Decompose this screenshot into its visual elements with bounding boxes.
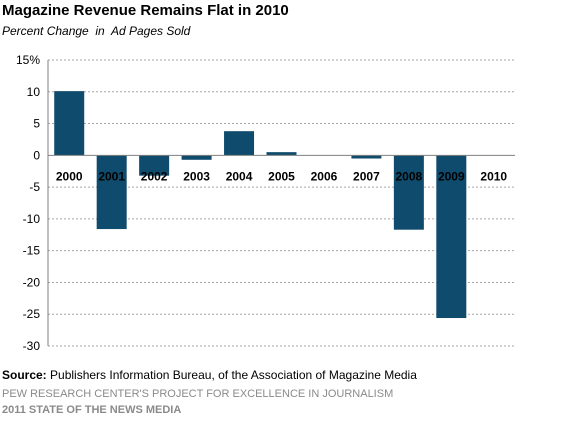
y-tick-label: 15% <box>16 53 40 67</box>
bar-2009 <box>436 155 467 319</box>
x-tick-label: 2010 <box>480 169 507 183</box>
x-tick-label: 2005 <box>268 169 295 183</box>
y-tick-label: -10 <box>23 212 41 226</box>
source-text: Publishers Information Bureau, of the As… <box>46 368 417 382</box>
source-label: Source: <box>2 368 47 382</box>
bar-2002 <box>139 155 170 176</box>
y-tick-label: -15 <box>23 244 41 258</box>
org-credit: PEW RESEARCH CENTER'S PROJECT FOR EXCELL… <box>2 388 394 400</box>
y-tick-label: 5 <box>33 117 40 131</box>
x-tick-label: 2008 <box>396 169 423 183</box>
axes <box>47 60 515 346</box>
x-tick-label: 2001 <box>98 169 125 183</box>
bar-2000 <box>54 91 85 156</box>
bar-2007 <box>351 155 382 159</box>
chart-title: Magazine Revenue Remains Flat in 2010 <box>2 2 289 19</box>
chart-subtitle: Percent Change in Ad Pages Sold <box>2 24 191 38</box>
bar-2003 <box>181 155 212 160</box>
y-tick-label: 10 <box>27 85 41 99</box>
y-tick-label: -20 <box>23 275 41 289</box>
bars <box>54 91 467 319</box>
y-tick-label: -5 <box>29 180 40 194</box>
bar-2004 <box>224 131 255 156</box>
x-tick-label: 2003 <box>183 169 210 183</box>
x-tick-label: 2004 <box>226 169 253 183</box>
x-tick-label: 2002 <box>141 169 168 183</box>
bar-chart: -30 -25 -20 -15 -10 -5 0 5 10 15% 2000 2001 2002 2003… <box>16 53 515 353</box>
x-tick-label: 2000 <box>56 169 83 183</box>
y-tick-label: -30 <box>23 339 41 353</box>
x-tick-label: 2007 <box>353 169 380 183</box>
bar-2001 <box>96 155 127 230</box>
bar-2005 <box>266 152 297 156</box>
chart-area: -30 -25 -20 -15 -10 -5 0 5 10 15% 2000 2001 2002 2003… <box>0 50 578 362</box>
x-tick-label: 2006 <box>311 169 338 183</box>
tick-labels: -30 -25 -20 -15 -10 -5 0 5 10 15% 2000 2001 2002 2003… <box>16 53 507 353</box>
x-tick-label: 2009 <box>438 169 465 183</box>
source-note: Source: Publishers Information Bureau, o… <box>2 368 417 382</box>
bar-2008 <box>393 155 424 230</box>
report-credit: 2011 STATE OF THE NEWS MEDIA <box>2 404 182 416</box>
y-tick-label: 0 <box>33 148 40 162</box>
y-tick-label: -25 <box>23 307 41 321</box>
